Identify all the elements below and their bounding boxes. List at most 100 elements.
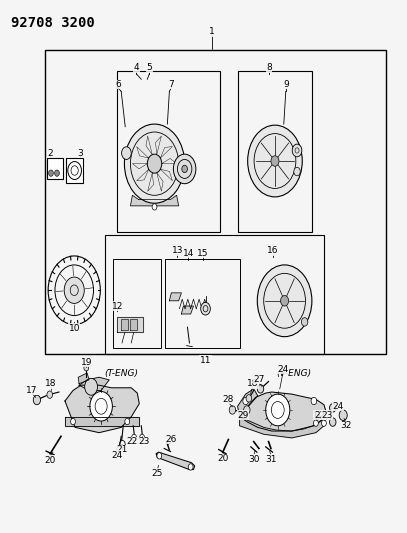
Text: 10: 10 xyxy=(68,324,80,333)
Bar xyxy=(165,259,240,348)
Text: 4: 4 xyxy=(133,63,139,72)
Circle shape xyxy=(147,154,162,173)
Circle shape xyxy=(140,434,144,441)
Circle shape xyxy=(271,156,279,166)
Polygon shape xyxy=(79,377,109,391)
Circle shape xyxy=(47,391,53,398)
Polygon shape xyxy=(137,147,149,158)
Text: 21: 21 xyxy=(116,445,127,454)
Text: 25: 25 xyxy=(152,469,163,478)
Text: 8: 8 xyxy=(266,63,272,72)
Polygon shape xyxy=(169,293,182,301)
Circle shape xyxy=(33,395,41,405)
Circle shape xyxy=(319,411,325,419)
Text: 27: 27 xyxy=(253,375,265,384)
Text: 18: 18 xyxy=(247,379,258,388)
Circle shape xyxy=(292,144,302,157)
Circle shape xyxy=(90,392,112,421)
Circle shape xyxy=(339,410,347,421)
Text: 32: 32 xyxy=(340,421,352,430)
Polygon shape xyxy=(156,452,195,470)
Bar xyxy=(66,158,83,183)
Circle shape xyxy=(322,420,326,426)
Circle shape xyxy=(55,170,59,176)
Polygon shape xyxy=(240,417,324,438)
Text: 19: 19 xyxy=(81,358,92,367)
Text: 29: 29 xyxy=(237,411,249,420)
Text: 16: 16 xyxy=(267,246,279,255)
Polygon shape xyxy=(160,147,173,158)
Text: 22: 22 xyxy=(127,437,138,446)
Circle shape xyxy=(257,385,264,393)
Circle shape xyxy=(246,394,252,402)
Polygon shape xyxy=(130,195,179,206)
Text: 92708 3200: 92708 3200 xyxy=(11,16,94,30)
Bar xyxy=(238,71,312,232)
Text: 1: 1 xyxy=(209,27,214,36)
Text: 15: 15 xyxy=(197,249,208,258)
Circle shape xyxy=(302,318,308,326)
Bar xyxy=(47,158,63,180)
Polygon shape xyxy=(146,136,152,155)
Polygon shape xyxy=(160,169,173,181)
Text: 31: 31 xyxy=(265,455,277,464)
Circle shape xyxy=(266,394,290,426)
Polygon shape xyxy=(148,173,153,191)
Circle shape xyxy=(188,464,193,470)
Text: 24: 24 xyxy=(333,402,344,411)
Text: 14: 14 xyxy=(183,249,194,258)
Circle shape xyxy=(71,418,75,425)
Text: 3: 3 xyxy=(77,149,83,158)
Polygon shape xyxy=(132,164,147,169)
Text: 24: 24 xyxy=(277,365,289,374)
Circle shape xyxy=(182,165,188,173)
Circle shape xyxy=(125,418,130,425)
Circle shape xyxy=(157,453,162,459)
Polygon shape xyxy=(182,306,193,314)
Polygon shape xyxy=(121,319,129,330)
Text: 20: 20 xyxy=(217,454,228,463)
Bar xyxy=(105,235,324,353)
Polygon shape xyxy=(78,373,89,384)
Text: 9: 9 xyxy=(283,80,289,89)
Polygon shape xyxy=(240,392,326,431)
Text: 11: 11 xyxy=(200,356,211,365)
Text: 23: 23 xyxy=(322,411,333,420)
Circle shape xyxy=(313,420,318,426)
Polygon shape xyxy=(157,173,163,191)
Circle shape xyxy=(48,170,53,176)
Bar xyxy=(117,71,219,232)
Text: 26: 26 xyxy=(166,435,177,444)
Text: 30: 30 xyxy=(248,455,259,464)
Circle shape xyxy=(294,167,300,176)
Circle shape xyxy=(152,204,157,210)
Text: 2: 2 xyxy=(47,149,53,158)
Text: (V-ENG): (V-ENG) xyxy=(276,368,311,377)
Circle shape xyxy=(330,418,336,426)
Bar xyxy=(113,259,161,348)
Text: 28: 28 xyxy=(223,395,234,404)
Text: 23: 23 xyxy=(138,437,150,446)
Circle shape xyxy=(64,277,84,303)
Circle shape xyxy=(244,406,250,414)
Text: 5: 5 xyxy=(147,63,152,72)
Text: 13: 13 xyxy=(172,246,183,255)
Circle shape xyxy=(117,446,123,454)
Text: (T-ENG): (T-ENG) xyxy=(104,368,138,377)
Bar xyxy=(45,50,386,353)
Circle shape xyxy=(330,403,336,412)
Circle shape xyxy=(85,378,98,395)
Circle shape xyxy=(122,147,131,159)
Text: 24: 24 xyxy=(112,451,123,460)
Polygon shape xyxy=(155,136,161,155)
Circle shape xyxy=(229,406,236,414)
Circle shape xyxy=(84,365,89,371)
Circle shape xyxy=(257,265,312,337)
Polygon shape xyxy=(65,385,139,433)
Polygon shape xyxy=(130,319,137,330)
Polygon shape xyxy=(162,158,177,164)
Text: 18: 18 xyxy=(45,379,57,388)
Circle shape xyxy=(311,397,317,405)
Circle shape xyxy=(173,154,196,184)
Circle shape xyxy=(131,434,136,441)
